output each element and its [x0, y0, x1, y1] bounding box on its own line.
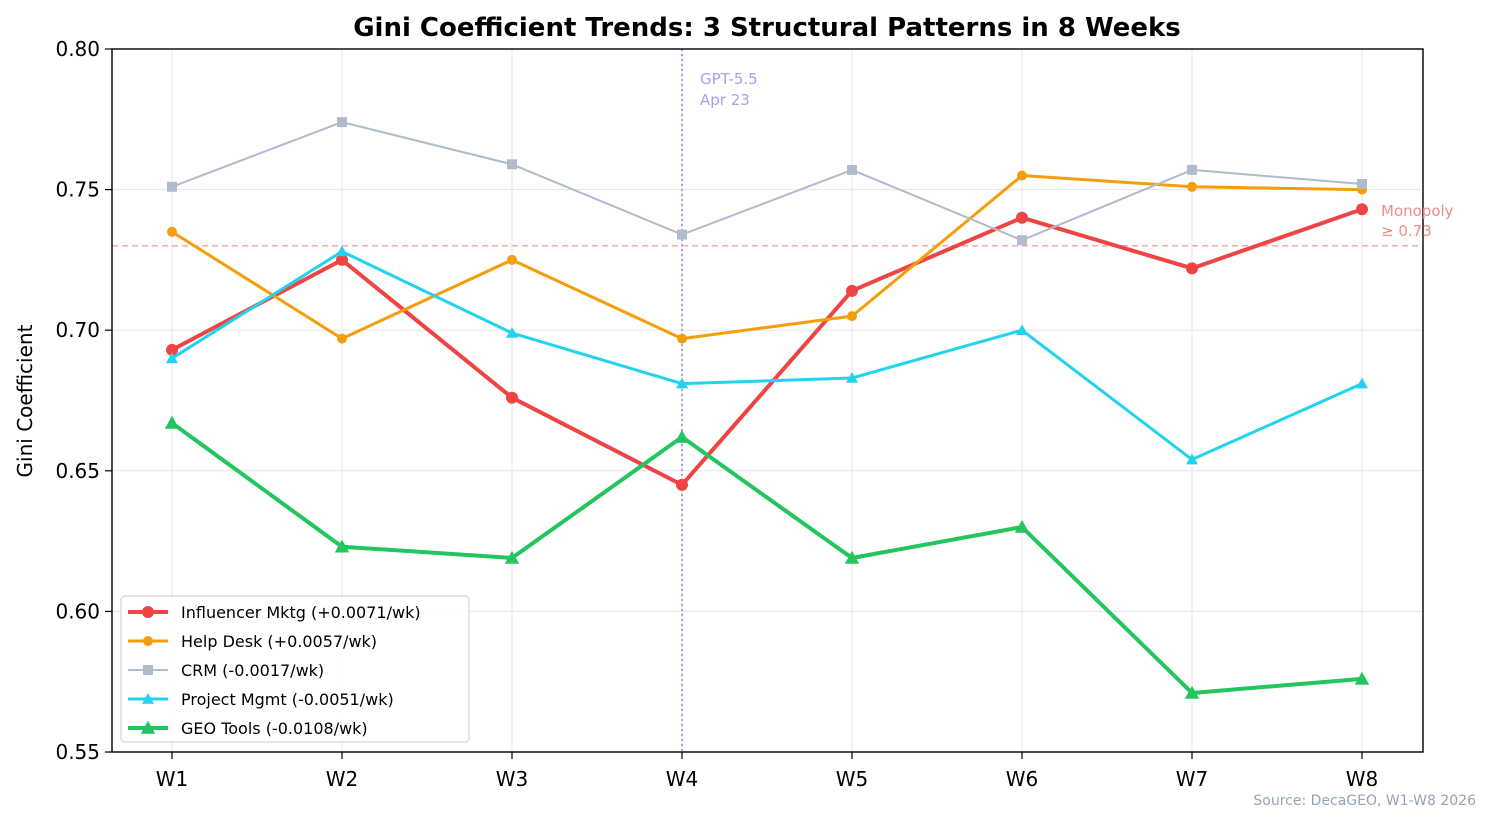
data-point [164, 415, 180, 429]
legend-swatch-marker [142, 606, 154, 618]
threshold-label-line2: ≥ 0.73 [1381, 222, 1432, 240]
data-point [676, 377, 688, 389]
data-point [506, 327, 518, 338]
x-tick-label: W3 [496, 767, 529, 791]
event-label-line1: GPT-5.5 [700, 70, 758, 88]
data-point [1016, 324, 1028, 335]
series-line [170, 420, 1364, 695]
data-point [1014, 519, 1030, 533]
legend-label: Influencer Mktg (+0.0071/wk) [181, 603, 421, 622]
data-point [336, 245, 348, 257]
source-note: Source: DecaGEO, W1-W8 2026 [1253, 793, 1476, 809]
x-tick-label: W6 [1006, 767, 1039, 791]
data-point [677, 333, 687, 344]
series-3 [166, 245, 1368, 465]
legend-label: CRM (-0.0017/wk) [181, 661, 324, 680]
data-point [166, 352, 178, 364]
data-point [847, 311, 857, 322]
data-point [506, 391, 518, 404]
data-point [846, 372, 858, 383]
legend-label: GEO Tools (-0.0108/wk) [181, 719, 368, 738]
data-point [337, 117, 347, 128]
threshold-label-line1: Monopoly [1381, 202, 1454, 220]
data-point [676, 478, 688, 491]
data-point [1186, 453, 1198, 465]
y-tick-label: 0.75 [55, 178, 100, 202]
y-tick-label: 0.65 [55, 459, 100, 483]
x-tick-label: W1 [156, 767, 189, 791]
series-2 [167, 117, 1367, 246]
legend: Influencer Mktg (+0.0071/wk) Help Desk (+… [120, 595, 470, 743]
plot-frame [111, 48, 1424, 753]
data-point [1356, 203, 1368, 216]
x-tick-label: W2 [326, 767, 359, 791]
legend-label: Project Mgmt (-0.0051/wk) [181, 690, 394, 709]
data-point [336, 253, 348, 266]
series-lines [164, 117, 1370, 699]
series-0 [166, 203, 1368, 491]
x-tick-label: W8 [1346, 767, 1379, 791]
axes [111, 48, 1424, 753]
data-point [337, 333, 347, 344]
data-point [166, 343, 178, 356]
event-label-line2: Apr 23 [700, 91, 750, 109]
y-tick-label: 0.80 [55, 37, 100, 61]
data-point [844, 550, 860, 564]
data-point [1186, 262, 1198, 275]
reference-lines [112, 49, 1423, 752]
data-point [167, 181, 177, 192]
data-point [846, 284, 858, 297]
legend-swatch-marker [142, 693, 154, 704]
legend-swatch-marker [143, 665, 153, 675]
series-line [170, 249, 1364, 462]
data-point [677, 229, 687, 240]
data-point [1017, 170, 1027, 181]
x-tick-label: W7 [1176, 767, 1209, 791]
series-line [171, 121, 1363, 242]
data-point [1187, 164, 1197, 175]
y-axis-label: Gini Coefficient [13, 324, 37, 477]
legend-swatch-marker [143, 636, 153, 646]
x-tick-label: W5 [836, 767, 869, 791]
series-1 [167, 170, 1367, 344]
y-tick-label: 0.60 [55, 599, 100, 623]
data-point [507, 254, 517, 265]
data-point [507, 159, 517, 170]
x-tick-label: W4 [666, 767, 699, 791]
y-axis-ticks: 0.55 0.60 0.65 0.70 0.75 0.80 [55, 37, 112, 764]
legend-label: Help Desk (+0.0057/wk) [181, 632, 377, 651]
y-tick-label: 0.55 [55, 740, 100, 764]
data-point [504, 550, 520, 564]
data-point [1357, 178, 1367, 189]
annotations: GPT-5.5 Apr 23 Monopoly ≥ 0.73 [700, 70, 1454, 240]
data-point [334, 539, 350, 553]
y-tick-label: 0.70 [55, 318, 100, 342]
series-line [170, 207, 1364, 487]
data-point [1016, 211, 1028, 224]
data-point [1354, 671, 1370, 685]
data-point [167, 226, 177, 237]
data-point [847, 164, 857, 175]
series-line [170, 174, 1364, 341]
chart-title: Gini Coefficient Trends: 3 Structural Pa… [353, 13, 1181, 43]
x-axis-ticks: W1 W2 W3 W4 W5 W6 W7 W8 [156, 752, 1379, 791]
data-point [1184, 685, 1200, 699]
legend-swatch-marker [140, 720, 156, 734]
legend-box [120, 595, 470, 743]
data-point [1017, 235, 1027, 246]
data-point [674, 429, 690, 443]
series-4 [164, 415, 1370, 699]
data-point [1356, 377, 1368, 389]
data-point [1187, 181, 1197, 192]
